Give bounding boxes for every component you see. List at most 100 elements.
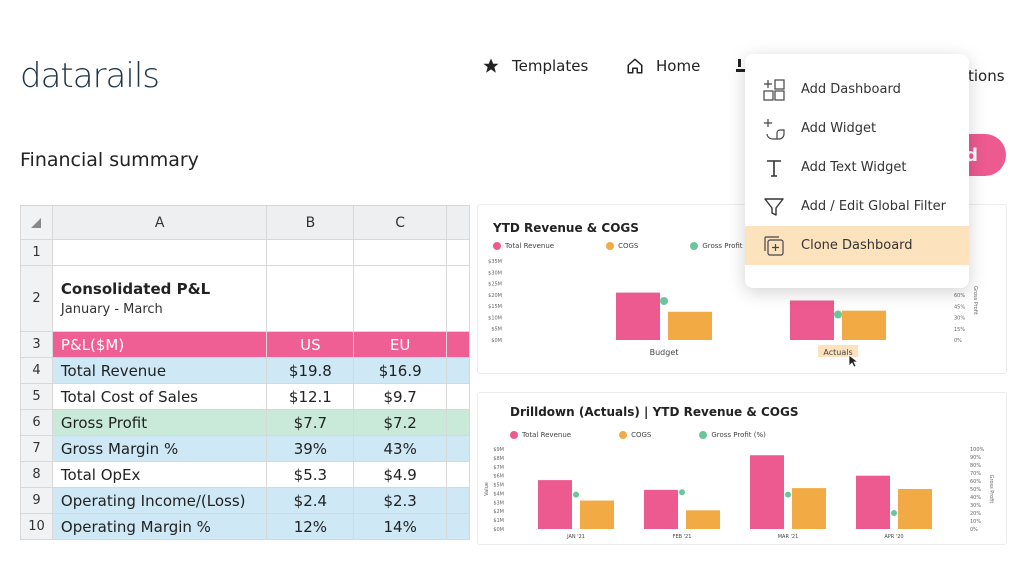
cell[interactable]: P&L($M): [51, 331, 268, 358]
cell[interactable]: 14%: [353, 513, 448, 540]
row-number[interactable]: 2: [20, 265, 53, 332]
legend-label: Total Revenue: [505, 242, 555, 250]
cell[interactable]: $9.7: [353, 383, 448, 410]
row-number[interactable]: 7: [20, 435, 53, 462]
y-tick-label: $0M: [493, 527, 504, 533]
row-number[interactable]: 6: [20, 409, 53, 436]
datarails-logo[interactable]: datarails: [20, 56, 160, 96]
page-title: Financial summary: [20, 149, 199, 171]
menu-item-clone-dashboard[interactable]: Clone Dashboard: [745, 226, 969, 265]
cell[interactable]: $12.1: [266, 383, 355, 410]
nav-actions-label[interactable]: tions: [968, 67, 1005, 85]
cell[interactable]: [266, 265, 355, 332]
x-tick-label: MAR '21: [778, 534, 799, 540]
cell[interactable]: $16.9: [353, 357, 448, 384]
menu-item-add-widget[interactable]: Add Widget: [745, 109, 969, 148]
y-tick-label: $10M: [488, 315, 502, 321]
y-tick-label: $8M: [493, 456, 504, 462]
cell[interactable]: [446, 331, 470, 358]
row-number[interactable]: 9: [20, 487, 53, 514]
y-tick-label: $25M: [488, 282, 502, 288]
gross-profit-point: [891, 510, 897, 516]
menu-item-add-dashboard[interactable]: Add Dashboard: [745, 70, 969, 109]
y-tick-label: $35M: [488, 259, 502, 265]
nav-templates[interactable]: Templates: [482, 57, 602, 75]
row-number[interactable]: 8: [20, 461, 53, 488]
nav-home-label: Home: [656, 57, 701, 75]
cell[interactable]: Total Revenue: [51, 357, 268, 384]
column-header-d[interactable]: [446, 205, 470, 240]
nav-actions-partial[interactable]: [736, 59, 756, 73]
legend-item[interactable]: Total Revenue: [493, 242, 554, 250]
nav-home[interactable]: Home: [626, 57, 726, 75]
column-header-a[interactable]: A: [51, 205, 268, 240]
legend-item[interactable]: Gross Profit (%): [699, 431, 766, 439]
y-tick-label: $7M: [493, 465, 504, 471]
legend-item[interactable]: Gross Profit (%): [690, 242, 757, 250]
cell[interactable]: [446, 357, 470, 384]
cell[interactable]: $2.4: [266, 487, 355, 514]
cell[interactable]: [353, 265, 448, 332]
cell[interactable]: Total Cost of Sales: [51, 383, 268, 410]
cell[interactable]: Gross Profit: [51, 409, 268, 436]
menu-item-global-filter[interactable]: Add / Edit Global Filter: [745, 187, 969, 226]
x-tick-label: FEB '21: [673, 534, 692, 540]
cell[interactable]: [446, 487, 470, 514]
cell[interactable]: [446, 383, 470, 410]
cell[interactable]: $7.2: [353, 409, 448, 436]
cell[interactable]: [446, 265, 470, 332]
row-number[interactable]: 5: [20, 383, 53, 410]
column-header-b[interactable]: B: [266, 205, 355, 240]
y2-tick-label: 45%: [954, 304, 965, 310]
actions-dropdown-menu: Add Dashboard Add Widget Add Text Widget…: [745, 54, 969, 288]
table-row: 4 Total Revenue $19.8 $16.9: [20, 357, 470, 384]
bar-cogs: [686, 510, 720, 529]
cell[interactable]: EU: [353, 331, 448, 358]
table-row: 5 Total Cost of Sales $12.1 $9.7: [20, 383, 470, 410]
title-cell[interactable]: Consolidated P&L January - March: [51, 265, 268, 332]
column-header-row: A B C: [20, 205, 470, 240]
bar-total-revenue: [856, 475, 890, 529]
cell[interactable]: $2.3: [353, 487, 448, 514]
row-number[interactable]: 4: [20, 357, 53, 384]
select-all-corner[interactable]: [20, 205, 53, 240]
cell[interactable]: US: [266, 331, 355, 358]
cell[interactable]: Total OpEx: [51, 461, 268, 488]
cell[interactable]: $19.8: [266, 357, 355, 384]
cell[interactable]: [51, 239, 268, 266]
menu-item-add-text-widget[interactable]: Add Text Widget: [745, 148, 969, 187]
bar-cogs: [898, 489, 932, 529]
cell[interactable]: $7.7: [266, 409, 355, 436]
star-icon: [482, 57, 500, 75]
y2-tick-label: 0%: [970, 527, 978, 533]
y2-tick-label: 90%: [970, 455, 981, 461]
row-number[interactable]: 10: [20, 513, 53, 540]
legend-item[interactable]: COGS: [606, 242, 638, 250]
column-header-c[interactable]: C: [353, 205, 448, 240]
cell[interactable]: [446, 409, 470, 436]
y2-tick-label: 50%: [970, 487, 981, 493]
cell[interactable]: 43%: [353, 435, 448, 462]
drilldown-chart-widget[interactable]: Drilldown (Actuals) | YTD Revenue & COGS…: [477, 392, 1007, 545]
cell[interactable]: $5.3: [266, 461, 355, 488]
cell[interactable]: 12%: [266, 513, 355, 540]
cell[interactable]: Operating Income/(Loss): [51, 487, 268, 514]
cell[interactable]: [353, 239, 448, 266]
y2-tick-label: 30%: [970, 503, 981, 509]
legend-label: COGS: [618, 242, 639, 250]
bar-cogs: [580, 500, 614, 529]
cell[interactable]: $4.9: [353, 461, 448, 488]
cell[interactable]: [446, 239, 470, 266]
legend-item[interactable]: Total Revenue: [510, 431, 571, 439]
cell[interactable]: Gross Margin %: [51, 435, 268, 462]
legend-item[interactable]: COGS: [619, 431, 651, 439]
chart-title: Drilldown (Actuals) | YTD Revenue & COGS: [510, 405, 799, 419]
row-number[interactable]: 1: [20, 239, 53, 266]
row-number[interactable]: 3: [20, 331, 53, 358]
cell[interactable]: [266, 239, 355, 266]
cell[interactable]: [446, 435, 470, 462]
cell[interactable]: [446, 461, 470, 488]
cell[interactable]: [446, 513, 470, 540]
cell[interactable]: Operating Margin %: [51, 513, 268, 540]
cell[interactable]: 39%: [266, 435, 355, 462]
